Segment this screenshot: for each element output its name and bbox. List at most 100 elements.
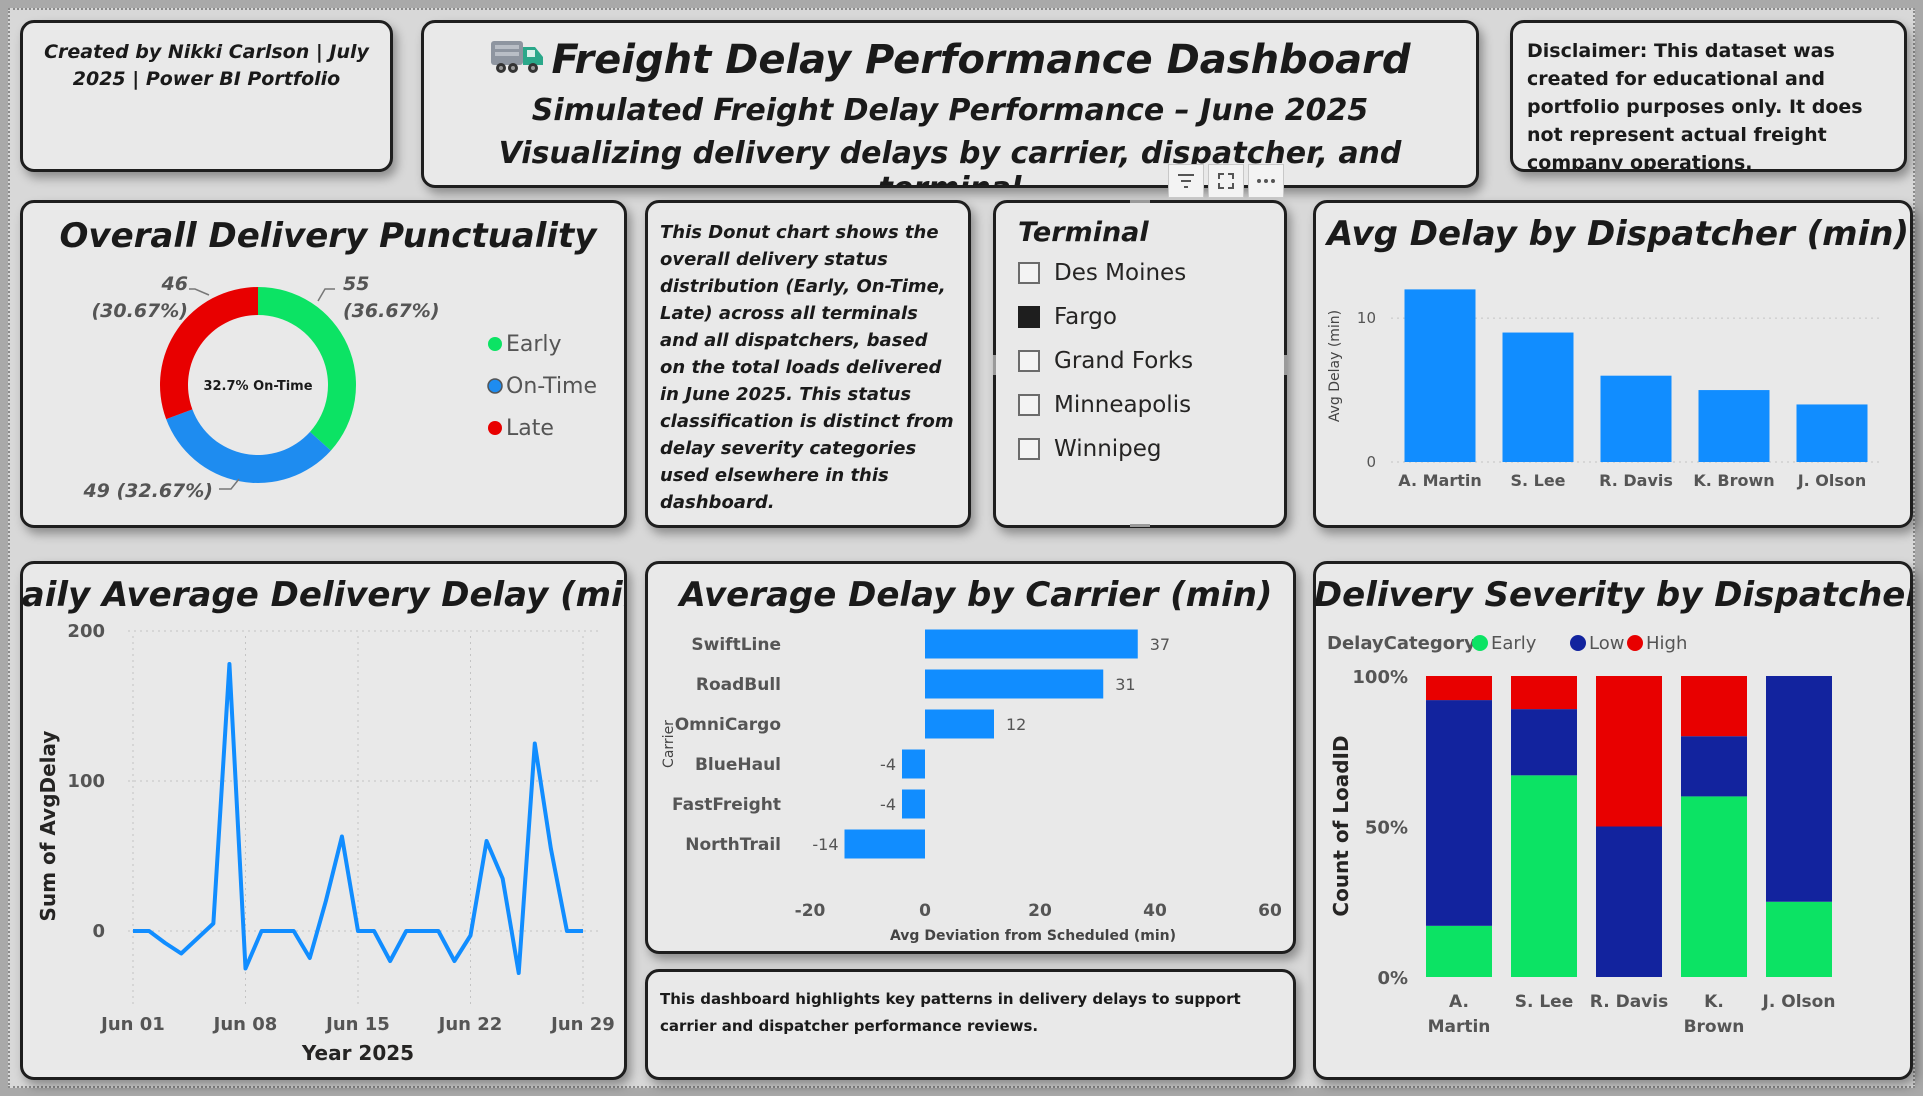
slicer-item-minneapolis[interactable]: Minneapolis xyxy=(1018,392,1191,418)
bar-r-davis[interactable] xyxy=(1600,375,1672,462)
legend-label-low: Low xyxy=(1589,633,1624,654)
bar-bluehaul[interactable] xyxy=(902,749,925,779)
donut-chart: Overall Delivery Punctuality 32.7% On-Ti… xyxy=(60,216,599,502)
y-tick-label: 100 xyxy=(67,771,105,792)
x-tick-label: K. Brown xyxy=(1693,471,1774,490)
legend-label-early: Early xyxy=(506,332,562,357)
x-tick-label: Jun 08 xyxy=(212,1014,278,1035)
bar-northtrail[interactable] xyxy=(844,829,926,859)
checkbox[interactable] xyxy=(1018,350,1040,372)
dispatcher-chart-title: Avg Delay by Dispatcher (min) xyxy=(1324,214,1909,254)
segment-a-martin-high[interactable] xyxy=(1426,676,1492,701)
severity-chart-title: Delivery Severity by Dispatcher xyxy=(1316,575,1910,615)
donut-slice-early[interactable] xyxy=(258,287,356,451)
segment-j-olson-low[interactable] xyxy=(1766,676,1832,902)
footer-note-card: This dashboard highlights key patterns i… xyxy=(645,969,1296,1080)
bar-a-martin[interactable] xyxy=(1404,289,1476,462)
legend-title: DelayCategory xyxy=(1327,633,1476,654)
category-label: NorthTrail xyxy=(685,835,781,855)
segment-j-olson-early[interactable] xyxy=(1766,901,1832,977)
slicer-item-winnipeg[interactable]: Winnipeg xyxy=(1018,436,1162,462)
legend-label-early: Early xyxy=(1491,633,1537,654)
y-axis-label: Count of LoadID xyxy=(1329,735,1353,916)
x-axis-label: Avg Deviation from Scheduled (min) xyxy=(890,928,1176,944)
filter-icon[interactable] xyxy=(1168,164,1204,198)
truck-icon xyxy=(489,37,545,87)
y-tick-label: 0% xyxy=(1377,968,1408,989)
title-card: Freight Delay Performance Dashboard Simu… xyxy=(421,20,1479,188)
footer-note-text: This dashboard highlights key patterns i… xyxy=(660,990,1241,1035)
more-options-icon[interactable] xyxy=(1248,164,1284,198)
daily-delay-line[interactable] xyxy=(133,662,583,975)
segment-k-brown-early[interactable] xyxy=(1681,796,1747,977)
bar-k-brown[interactable] xyxy=(1698,390,1770,462)
donut-slice-on-time[interactable] xyxy=(166,409,331,483)
slicer-item-fargo[interactable]: Fargo xyxy=(1018,304,1117,330)
data-label: 31 xyxy=(1115,675,1135,694)
resize-handle-top[interactable] xyxy=(1130,200,1150,203)
severity-card: Delivery Severity by Dispatcher DelayCat… xyxy=(1313,561,1913,1080)
daily-delay-card: Daily Average Delivery Delay (min) 0 100 2… xyxy=(20,561,627,1080)
data-label: -4 xyxy=(880,755,896,774)
segment-k-brown-low[interactable] xyxy=(1681,736,1747,797)
carrier-bar-chart: Average Delay by Carrier (min) SwiftLine… xyxy=(661,575,1282,944)
slicer-item-des-moines[interactable]: Des Moines xyxy=(1018,260,1186,286)
segment-a-martin-low[interactable] xyxy=(1426,700,1492,926)
x-tick-label: 20 xyxy=(1028,901,1052,921)
bar-j-olson[interactable] xyxy=(1796,404,1868,462)
category-label: SwiftLine xyxy=(691,635,781,655)
checkbox[interactable] xyxy=(1018,306,1040,328)
bar-omnicargo[interactable] xyxy=(925,709,994,739)
x-tick-label: 60 xyxy=(1258,901,1282,921)
segment-a-martin-early[interactable] xyxy=(1426,925,1492,977)
y-tick-label: 10 xyxy=(1357,309,1376,327)
dispatcher-bar-chart: Avg Delay by Dispatcher (min) 0 10 Avg Del… xyxy=(1324,214,1909,490)
category-label: BlueHaul xyxy=(695,755,781,775)
y-tick-label: 0 xyxy=(1366,453,1376,471)
checkbox[interactable] xyxy=(1018,262,1040,284)
donut-slice-late[interactable] xyxy=(160,287,258,420)
data-label-late: 46 (30.67%) xyxy=(91,273,188,322)
y-tick-label: 100% xyxy=(1352,667,1408,688)
legend-marker-early xyxy=(488,337,502,351)
severity-stacked-chart: Delivery Severity by Dispatcher DelayCat… xyxy=(1316,575,1910,1037)
segment-r-davis-high[interactable] xyxy=(1596,676,1662,827)
checkbox[interactable] xyxy=(1018,394,1040,416)
donut-note-text: This Donut chart shows the overall deliv… xyxy=(660,222,954,513)
segment-r-davis-low[interactable] xyxy=(1596,826,1662,978)
segment-s-lee-early[interactable] xyxy=(1511,775,1577,977)
category-label: FastFreight xyxy=(672,795,781,815)
carrier-chart-title: Average Delay by Carrier (min) xyxy=(677,575,1273,615)
bar-swiftline[interactable] xyxy=(925,629,1138,659)
x-tick-label: Jun 15 xyxy=(324,1014,390,1035)
bar-roadbull[interactable] xyxy=(925,669,1104,699)
slicer-item-label: Fargo xyxy=(1054,304,1117,330)
focus-mode-icon[interactable] xyxy=(1208,164,1244,198)
resize-handle-right[interactable] xyxy=(1284,355,1287,375)
legend-label-on-time: On-Time xyxy=(506,374,597,399)
x-tick-label: Jun 22 xyxy=(437,1014,503,1035)
segment-s-lee-high[interactable] xyxy=(1511,676,1577,710)
y-tick-label: 200 xyxy=(67,621,105,642)
punctuality-card: Overall Delivery Punctuality 32.7% On-Ti… xyxy=(20,200,627,528)
x-tick-label: S. Lee xyxy=(1515,992,1574,1012)
carrier-delay-card: Average Delay by Carrier (min) SwiftLine… xyxy=(645,561,1296,954)
bar-s-lee[interactable] xyxy=(1502,332,1574,462)
x-tick-label: -20 xyxy=(795,901,826,921)
checkbox[interactable] xyxy=(1018,438,1040,460)
bar-fastfreight[interactable] xyxy=(902,789,925,819)
credit-card: Created by Nikki Carlson | July 2025 | P… xyxy=(20,20,393,172)
slicer-item-grand-forks[interactable]: Grand Forks xyxy=(1018,348,1193,374)
daily-line-chart: Daily Average Delivery Delay (min) 0 100 2… xyxy=(23,575,624,1065)
x-tick-label: K. Brown xyxy=(1684,992,1745,1037)
x-tick-label: R. Davis xyxy=(1590,992,1668,1012)
page-title: Freight Delay Performance Dashboard xyxy=(424,37,1476,87)
resize-handle-left[interactable] xyxy=(993,355,996,375)
leader-line xyxy=(219,478,240,490)
data-label-early: 55 (36.67%) xyxy=(343,273,440,322)
segment-k-brown-high[interactable] xyxy=(1681,676,1747,737)
segment-s-lee-low[interactable] xyxy=(1511,709,1577,776)
resize-handle-bottom[interactable] xyxy=(1130,524,1150,527)
y-axis-label: Carrier xyxy=(661,720,677,768)
terminal-slicer: Terminal Des Moines Fargo Grand Forks Minne… xyxy=(993,200,1287,528)
